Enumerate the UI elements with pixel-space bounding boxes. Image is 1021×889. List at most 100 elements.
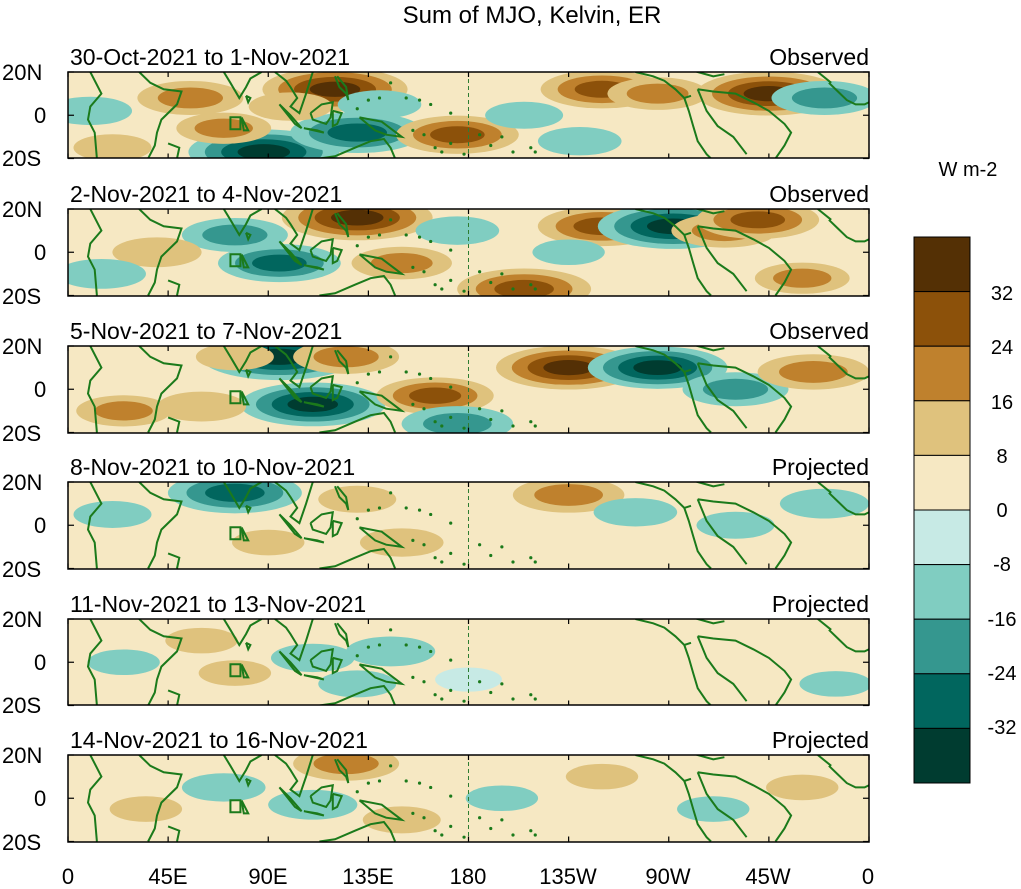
- island-marker: [417, 508, 422, 512]
- coastline: [683, 97, 712, 158]
- panel-period-label: 5-Nov-2021 to 7-Nov-2021: [70, 318, 342, 344]
- coastline: [245, 368, 252, 379]
- coastline: [694, 72, 725, 78]
- positive-anomaly: [156, 391, 247, 422]
- map-panel: 5-Nov-2021 to 7-Nov-2021 Observed: [67, 318, 870, 434]
- coastline: [240, 116, 250, 132]
- positive-anomaly: [423, 755, 491, 778]
- island-marker: [511, 697, 515, 701]
- coastline: [303, 264, 325, 271]
- island-marker: [489, 143, 493, 148]
- coastline: [696, 225, 748, 292]
- negative-anomaly: [346, 636, 436, 667]
- coastline: [697, 362, 793, 433]
- island-marker: [449, 415, 453, 419]
- coastline: [696, 771, 748, 838]
- colorbar-tick-labels: 32 24 16 8 0 -8 -16 -24 -32: [988, 283, 1017, 739]
- positive-anomaly: [359, 528, 444, 557]
- colorbar-boxes: [913, 236, 971, 784]
- negative-anomaly: [677, 796, 750, 822]
- colorbar-box: [913, 454, 971, 511]
- positive-anomaly: [430, 126, 485, 144]
- coastline: [86, 755, 103, 842]
- island-marker: [366, 508, 370, 512]
- island-marker: [404, 643, 408, 647]
- colorbar-box: [913, 618, 971, 675]
- island-marker: [462, 562, 466, 566]
- island-marker: [440, 697, 444, 701]
- y-tick-label: 0: [34, 513, 46, 538]
- positive-anomaly: [568, 660, 636, 686]
- island-marker: [366, 235, 370, 239]
- coastline: [309, 101, 334, 126]
- coastline: [697, 771, 793, 842]
- island-marker: [489, 417, 493, 422]
- positive-anomaly: [370, 253, 433, 274]
- positive-anomaly: [543, 360, 594, 376]
- x-tick-label: 0: [62, 864, 74, 889]
- coastline-box: [229, 526, 242, 541]
- coastline: [167, 689, 181, 705]
- positive-anomaly: [313, 755, 379, 775]
- island-marker: [411, 128, 415, 132]
- positive-anomaly: [168, 519, 235, 544]
- coastlines: [86, 482, 869, 569]
- coastline: [167, 279, 181, 296]
- island-marker: [366, 98, 370, 102]
- island-marker: [433, 693, 437, 697]
- coastline: [167, 142, 181, 158]
- x-tick-label: 0: [862, 864, 874, 889]
- positive-anomaly: [194, 118, 253, 138]
- coastline: [334, 75, 350, 101]
- y-tick-label: 20S: [2, 693, 41, 718]
- island-marker: [511, 287, 515, 291]
- coastline: [358, 116, 406, 139]
- island-marker: [417, 98, 422, 102]
- colorbar-tick-label: -16: [988, 609, 1017, 631]
- coastline: [86, 72, 103, 158]
- island-marker: [429, 239, 433, 244]
- panel-status-label: Projected: [772, 454, 869, 480]
- y-tick-label: 0: [34, 377, 46, 402]
- coastline: [635, 209, 692, 237]
- coastline: [334, 622, 350, 648]
- island-marker: [511, 833, 515, 837]
- island-marker: [422, 816, 426, 820]
- positive-anomaly: [94, 401, 153, 421]
- negative-anomaly: [532, 239, 605, 266]
- island-marker: [355, 381, 359, 385]
- island-marker: [449, 521, 453, 525]
- x-tick-label: 180: [450, 864, 487, 889]
- island-marker: [533, 287, 537, 291]
- island-marker: [417, 235, 422, 239]
- island-marker: [449, 278, 453, 282]
- coastline: [694, 346, 725, 352]
- y-tick-label: 20S: [2, 557, 41, 582]
- island-marker: [449, 141, 453, 145]
- coastline: [319, 274, 397, 296]
- x-axis-labels: 0 45E 90E 135E 180 135W 90W 45W 0: [62, 864, 874, 889]
- coastline: [278, 240, 303, 267]
- island-marker: [529, 829, 533, 833]
- island-marker: [440, 833, 444, 837]
- coastline: [309, 784, 334, 809]
- island-marker: [355, 654, 359, 658]
- island-marker: [377, 779, 382, 783]
- coastline: [635, 346, 692, 374]
- coastline: [694, 619, 725, 625]
- island-marker: [389, 81, 393, 85]
- coastline: [694, 482, 725, 488]
- y-tick-label: 0: [34, 103, 46, 128]
- negative-anomaly: [593, 498, 678, 527]
- colorbar-box: [913, 400, 971, 456]
- coastline: [817, 755, 832, 767]
- island-marker: [462, 152, 466, 156]
- island-marker: [533, 150, 537, 154]
- island-marker: [449, 385, 453, 389]
- island-marker: [440, 150, 444, 154]
- map-panel: 14-Nov-2021 to 16-Nov-2021 Projected: [67, 727, 870, 843]
- coastline: [138, 755, 183, 842]
- coastline: [138, 482, 183, 569]
- panel-period-label: 30-Oct-2021 to 1-Nov-2021: [70, 44, 350, 70]
